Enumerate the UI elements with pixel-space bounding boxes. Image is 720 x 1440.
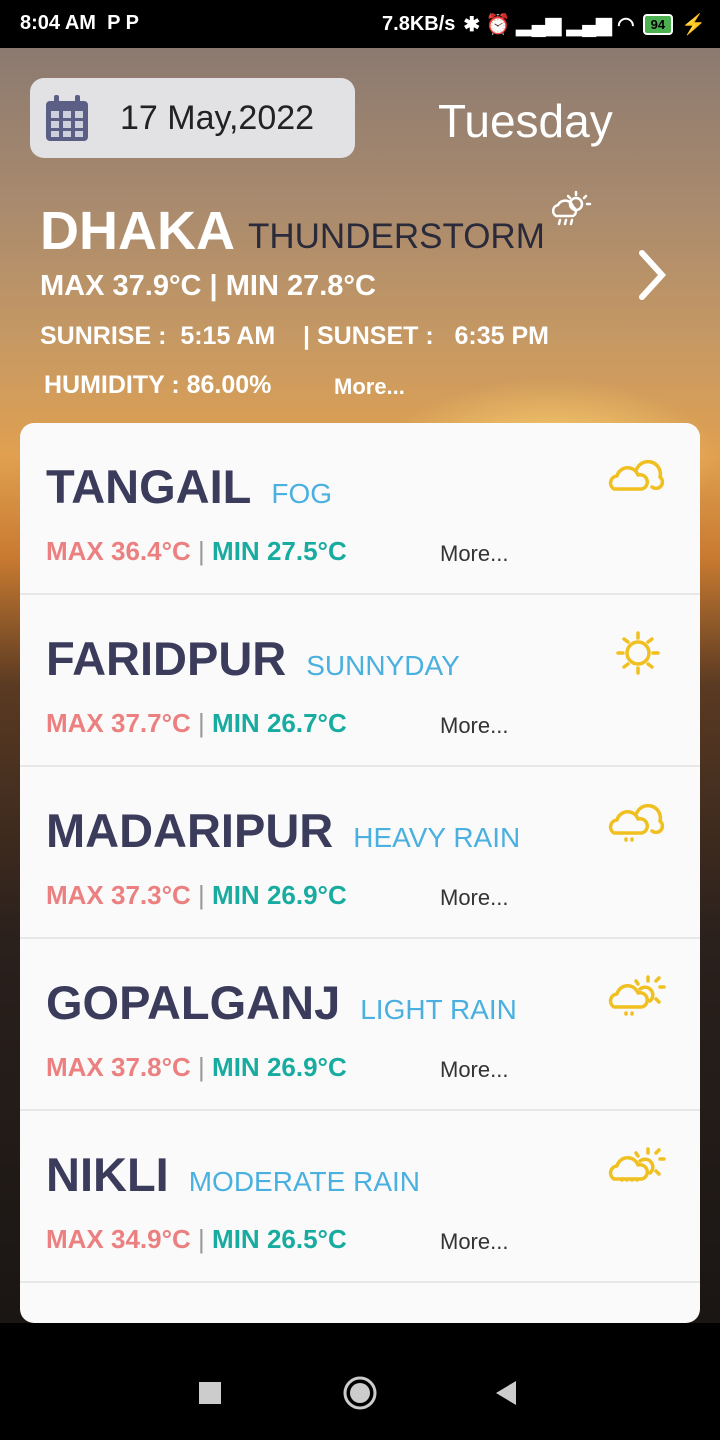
city-temps: MAX 37.3°C | MIN 26.9°C [46,880,347,910]
city-name: TANGAIL FOG [46,460,333,513]
status-bar: 8:04 AM P P 7.8KB/s ✱ ⏰ ▂▄▆ ▂▄▆ ◠ 94 ⚡ [0,0,720,48]
sun-cloud-rain-icon [551,190,592,226]
calendar-icon [46,95,88,141]
battery-icon: 94 [642,14,674,35]
more-link[interactable]: More... [440,713,509,738]
current-more-link[interactable]: More... [334,374,405,399]
cloud-icon [608,459,665,491]
city-temps: MAX 37.8°C | MIN 26.9°C [46,1052,347,1082]
network-speed: 7.8KB/s [382,13,456,35]
max-temp: 37.8°C [111,1052,191,1082]
min-temp: 26.9°C [266,880,347,910]
min-temp: 26.7°C [266,708,347,738]
date-text: 17 May,2022 [120,98,315,137]
current-city: DHAKA [40,201,235,261]
humidity: HUMIDITY : 86.00% [44,371,272,399]
city-condition: MODERATE RAIN [188,1166,420,1197]
city-list: TANGAIL FOG MAX 36.4°C | MIN 27.5°C More.… [20,423,700,1323]
more-link[interactable]: More... [440,1057,509,1082]
city-condition: SUNNYDAY [306,650,460,681]
max-temp: 37.3°C [111,880,191,910]
city-name: GOPALGANJ LIGHT RAIN [46,976,517,1029]
chevron-right-icon[interactable] [632,245,672,305]
current-condition: THUNDERSTORM [248,217,545,256]
back-button[interactable] [494,1379,518,1407]
cloud-rain-icon [608,803,665,842]
current-max-min: MAX 37.9°C | MIN 27.8°C [40,270,376,302]
navigation-bar [0,1323,720,1440]
home-button[interactable] [342,1375,378,1411]
city-row[interactable]: MADARIPUR HEAVY RAIN MAX 37.3°C | MIN 26.… [20,767,700,939]
city-row[interactable]: FARIDPUR SUNNYDAY MAX 37.7°C | MIN 26.7°C… [20,595,700,767]
more-link[interactable]: More... [440,885,509,910]
city-row[interactable]: NIKLI MODERATE RAIN MAX 34.9°C | MIN 26.5… [20,1111,700,1283]
charging-icon: ⚡ [681,14,706,36]
day-label: Tuesday [438,95,613,147]
status-time: 8:04 AM P P [20,12,139,34]
city-condition: LIGHT RAIN [360,994,517,1025]
city-row[interactable]: GOPALGANJ LIGHT RAIN MAX 37.8°C | MIN 26.… [20,939,700,1111]
min-temp: 27.5°C [266,536,347,566]
signal-icons: ✱ ⏰ ▂▄▆ ▂▄▆ ◠ [463,14,635,36]
more-link[interactable]: More... [440,1229,509,1254]
min-temp: 26.9°C [266,1052,347,1082]
sun-icon [616,631,660,675]
min-temp: 26.5°C [266,1224,347,1254]
city-condition: HEAVY RAIN [353,822,521,853]
city-name: NIKLI MODERATE RAIN [46,1148,420,1201]
city-temps: MAX 36.4°C | MIN 27.5°C [46,536,347,566]
max-temp: 36.4°C [111,536,191,566]
city-name: MADARIPUR HEAVY RAIN [46,804,521,857]
city-temps: MAX 34.9°C | MIN 26.5°C [46,1224,347,1254]
sun-cloud-rain-icon [608,975,666,1016]
city-name: FARIDPUR SUNNYDAY [46,632,460,685]
sunrise-sunset: SUNRISE : 5:15 AM | SUNSET : 6:35 PM [40,322,549,350]
city-condition: FOG [271,478,333,509]
max-temp: 37.7°C [111,708,191,738]
date-picker-button[interactable]: 17 May,2022 [30,78,355,158]
city-row[interactable]: TANGAIL FOG MAX 36.4°C | MIN 27.5°C More.… [20,423,700,595]
more-link[interactable]: More... [440,541,509,566]
max-temp: 34.9°C [111,1224,191,1254]
city-temps: MAX 37.7°C | MIN 26.7°C [46,708,347,738]
recents-button[interactable] [198,1381,222,1405]
sun-cloud-drizzle-icon [608,1147,666,1182]
